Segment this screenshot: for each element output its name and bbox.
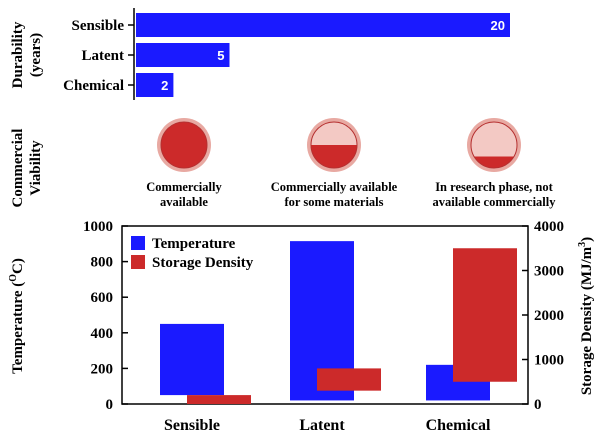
viability-disk-outline [470, 121, 518, 169]
durability-value-sensible: 20 [491, 18, 505, 33]
right-axis-label-sup: 3 [577, 242, 588, 247]
left-tick-label: 400 [91, 326, 114, 342]
durability-bar-latent [136, 43, 230, 67]
temperature-bar-sensible [160, 323, 224, 396]
viability-ylabel-line1: Commercial [10, 129, 26, 208]
durability-tick-sensible: Sensible [71, 18, 124, 34]
viability-disk-fill-sensible [161, 122, 207, 168]
legend-swatch-temperature [131, 236, 145, 250]
durability-tick-chemical: Chemical [63, 78, 124, 94]
viability-disk-fill-chemical [471, 156, 517, 168]
legend: Temperature Storage Density [131, 236, 254, 271]
left-tick-label: 800 [91, 255, 114, 271]
viability-caption-line: Commercially available [270, 180, 398, 194]
x-tick-latent: Latent [299, 417, 345, 434]
right-axis-label-tail: ) [579, 237, 595, 242]
left-tick-label: 1000 [83, 219, 113, 235]
viability-disk-fill-latent [311, 145, 357, 168]
temp-density-panel: Temperature (OC) Storage Density (MJ/m3)… [8, 219, 595, 434]
right-axis-label-main: Storage Density (MJ/m [579, 246, 595, 395]
viability-caption-chemical: In research phase, not available commerci… [419, 180, 569, 210]
durability-panel: Durability (years) Sensible Latent Chemica… [10, 8, 510, 100]
storage-density-bar-chemical [453, 248, 517, 382]
viability-disk-outline [160, 121, 208, 169]
viability-caption-line: available [160, 195, 208, 209]
viability-caption-sensible: Commercially available [109, 180, 259, 210]
left-tick-label: 0 [106, 397, 114, 413]
durability-bar-sensible [136, 13, 510, 37]
durability-value-latent: 5 [217, 48, 224, 63]
durability-ylabel-line2: (years) [28, 33, 44, 77]
right-tick-label: 0 [534, 397, 542, 413]
durability-bar-chemical [136, 73, 174, 97]
x-tick-sensible: Sensible [164, 417, 220, 434]
right-tick-label: 2000 [534, 308, 564, 324]
legend-swatch-storage-density [131, 255, 145, 269]
left-tick-label: 600 [91, 290, 114, 306]
durability-ylabel-line1: Durability [10, 21, 26, 88]
left-tick-label: 200 [91, 361, 114, 377]
viability-caption-line: In research phase, not [435, 180, 553, 194]
viability-caption-line: available commercially [432, 195, 556, 209]
right-tick-label: 3000 [534, 264, 564, 280]
viability-caption-line: for some materials [284, 195, 384, 209]
left-axis-label-tail: C) [10, 258, 26, 274]
right-axis-label: Storage Density (MJ/m3) [577, 237, 595, 395]
storage-density-bar-latent [317, 368, 381, 391]
left-axis-label: Temperature (OC) [8, 258, 26, 374]
right-tick-label: 1000 [534, 353, 564, 369]
viability-caption-line: Commercially [146, 180, 222, 194]
viability-disk-outline [310, 121, 358, 169]
viability-panel: Commercial Viability [10, 118, 521, 207]
durability-value-chemical: 2 [161, 78, 168, 93]
durability-tick-latent: Latent [82, 48, 125, 64]
right-tick-label: 4000 [534, 219, 564, 235]
viability-caption-latent: Commercially available for some materials [259, 180, 409, 210]
left-axis-label-main: Temperature ( [10, 282, 26, 374]
viability-ylabel-line2: Viability [28, 140, 44, 196]
legend-label-storage-density: Storage Density [152, 255, 254, 271]
x-tick-chemical: Chemical [426, 417, 491, 434]
storage-density-bar-sensible [187, 395, 251, 404]
left-axis-label-sup: O [8, 274, 19, 282]
legend-label-temperature: Temperature [152, 236, 236, 252]
